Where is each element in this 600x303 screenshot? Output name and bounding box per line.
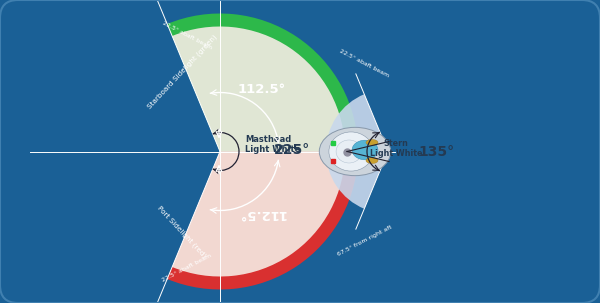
Text: 112.5°: 112.5° xyxy=(238,83,286,96)
Ellipse shape xyxy=(336,140,362,163)
Wedge shape xyxy=(167,152,358,289)
Text: 135°: 135° xyxy=(418,145,454,158)
Ellipse shape xyxy=(366,158,378,164)
Text: Stern
Light White: Stern Light White xyxy=(370,139,422,158)
Text: 22.5° abaft beam: 22.5° abaft beam xyxy=(338,48,390,78)
Text: 225°: 225° xyxy=(274,142,310,157)
Ellipse shape xyxy=(366,139,378,145)
Text: 22.5° abaft beam: 22.5° abaft beam xyxy=(161,21,212,51)
Wedge shape xyxy=(167,14,358,152)
Text: 22.5° abaft beam: 22.5° abaft beam xyxy=(161,252,212,282)
Text: 67.5° from right aft: 67.5° from right aft xyxy=(336,225,392,257)
Text: Starboard Sidelight (green): Starboard Sidelight (green) xyxy=(146,33,218,110)
Text: 112.5°: 112.5° xyxy=(238,207,286,220)
Wedge shape xyxy=(172,26,345,277)
Ellipse shape xyxy=(352,140,378,160)
Ellipse shape xyxy=(319,127,391,176)
Wedge shape xyxy=(326,94,388,209)
Text: Masthead
Light White: Masthead Light White xyxy=(245,135,301,154)
Text: Port Sidelight (red): Port Sidelight (red) xyxy=(157,204,208,259)
Ellipse shape xyxy=(329,132,373,171)
